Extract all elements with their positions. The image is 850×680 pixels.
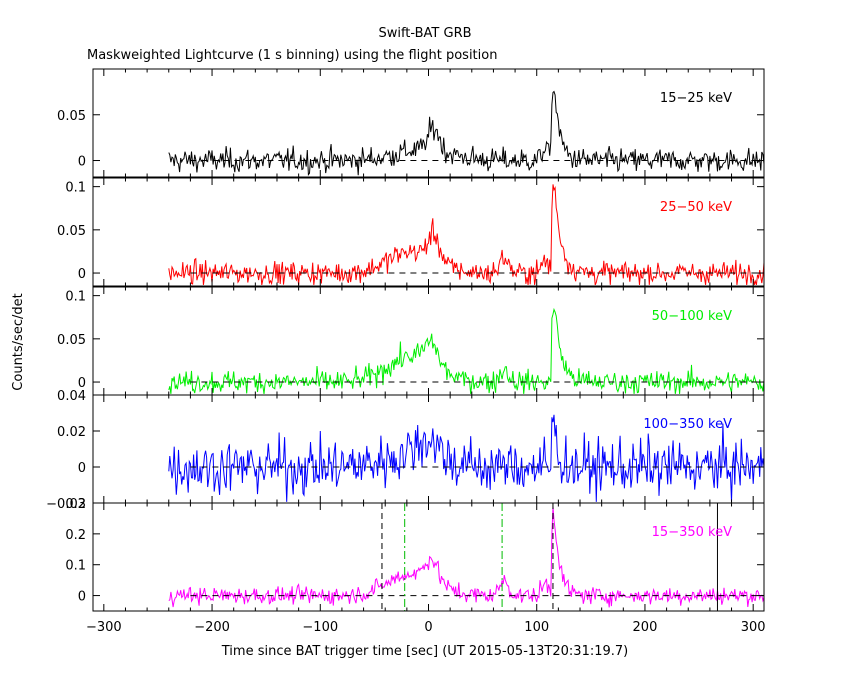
y-tick-label: 0.04 [57, 389, 86, 404]
lightcurve-line [168, 184, 765, 286]
panel-100-350-kev: −0.02 0 0.02 0.04 100−350 keV [46, 389, 765, 512]
y-axis-label: Counts/sec/det [11, 293, 26, 390]
y-tick-label: 0.05 [57, 224, 86, 239]
y-tick-label: 0 [78, 376, 86, 391]
y-tick-label: 0 [78, 590, 86, 605]
panel-15-350-kev: 0 0.1 0.2 0.3 15−350 keV [65, 497, 765, 612]
y-tick-label: 0 [78, 155, 86, 170]
panel-band-label: 15−25 keV [660, 91, 732, 106]
panel-50-100-kev: 0 0.05 0.1 50−100 keV [57, 286, 765, 396]
lightcurve-line [168, 414, 765, 502]
panel-band-label: 100−350 keV [643, 417, 732, 432]
x-axis: −300 −200 −100 0 100 200 300 [86, 620, 766, 635]
y-tick-label: 0 [78, 267, 86, 282]
x-tick-label: 300 [741, 620, 766, 635]
y-tick-label: 0.3 [65, 497, 86, 512]
y-tick-label: 0.2 [65, 528, 86, 543]
x-axis-label: Time since BAT trigger time [sec] (UT 20… [221, 644, 628, 659]
y-tick-label: 0.1 [65, 290, 86, 305]
panels-group: 0 0.05 15−25 keV 0 0.05 0.1 25−50 keV 0 0.05 0.1 5… [46, 68, 765, 612]
y-tick-label: 0.05 [57, 333, 86, 348]
panel-25-50-kev: 0 0.05 0.1 25−50 keV [57, 177, 765, 287]
lightcurve-line [168, 506, 765, 608]
y-tick-label: 0.1 [65, 559, 86, 574]
chart-subtitle: Maskweighted Lightcurve (1 s binning) us… [87, 48, 497, 63]
x-tick-label: 0 [424, 620, 432, 635]
x-tick-label: 100 [524, 620, 549, 635]
lightcurve-line [168, 90, 765, 176]
x-tick-label: 200 [633, 620, 658, 635]
x-tick-label: −200 [194, 620, 230, 635]
panel-15-25-kev: 0 0.05 15−25 keV [57, 68, 765, 178]
panel-frame [92, 394, 765, 504]
panel-band-label: 15−350 keV [652, 525, 732, 540]
y-tick-label: 0.05 [57, 109, 86, 124]
y-tick-label: −0.02 [46, 497, 86, 512]
x-tick-label: −100 [302, 620, 338, 635]
chart-title: Swift-BAT GRB [378, 26, 471, 41]
y-tick-label: 0 [78, 461, 86, 476]
x-tick-label: −300 [86, 620, 122, 635]
panel-band-label: 50−100 keV [652, 309, 732, 324]
y-tick-label: 0.02 [57, 425, 86, 440]
panel-band-label: 25−50 keV [660, 200, 732, 215]
y-tick-label: 0.1 [65, 181, 86, 196]
